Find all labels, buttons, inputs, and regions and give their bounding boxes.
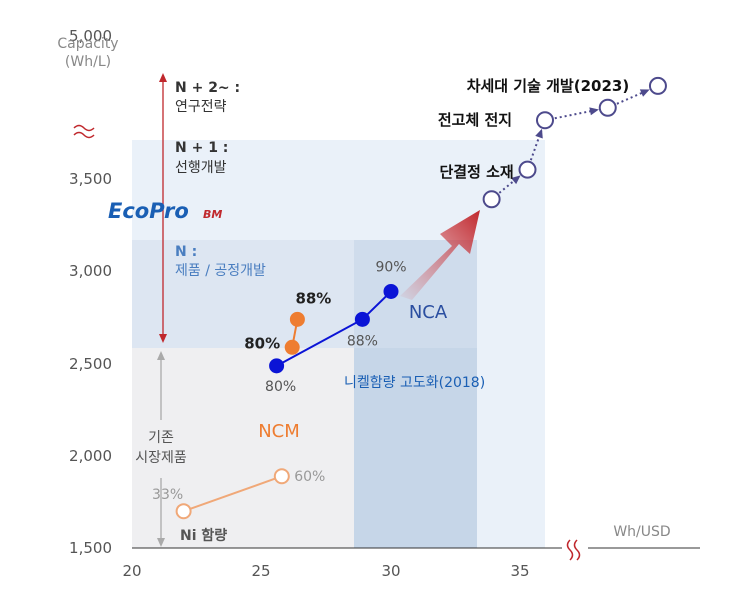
- zone-n2-title: N + 2~ :: [175, 80, 240, 96]
- zone-n1-desc: 선행개발: [175, 160, 227, 176]
- y-axis-title-unit: (Wh/L): [65, 54, 111, 70]
- nca-point-label: 88%: [347, 333, 378, 349]
- axes-layer: 1,5002,0002,5003,0003,5005,0002025303550…: [57, 27, 700, 580]
- x-tick-label: 30: [381, 562, 400, 580]
- future-arrowhead: [639, 89, 650, 97]
- ncm-point: [175, 503, 192, 520]
- future-point: [536, 111, 554, 130]
- y-tick-label: 5,000: [69, 27, 112, 45]
- future-point-label: 차세대 기술 개발(2023): [467, 77, 630, 95]
- zone-n-title: N :: [175, 244, 197, 260]
- nca-point-label: 90%: [375, 259, 406, 275]
- zone-existing: [132, 348, 354, 548]
- ncm-line: [183, 475, 283, 513]
- x-axis-title: Wh/USD: [613, 524, 670, 540]
- labels-layer: N + 2~ : 연구전략 N + 1 : 선행개발 N : 제품 / 공정개발기존시장제…: [108, 73, 480, 547]
- red-arrow-up: [159, 73, 167, 82]
- x-axis-break: [566, 539, 581, 561]
- nca-point: [383, 283, 399, 299]
- future-connector: [616, 89, 649, 105]
- future-point: [482, 190, 501, 209]
- ncm-point: [284, 339, 300, 355]
- nickel-annotation: 니켈함량 고도화(2018): [344, 375, 485, 391]
- grey-arrow-down: [157, 538, 165, 547]
- y-tick-label: 1,500: [69, 539, 112, 557]
- nca-point: [269, 358, 285, 374]
- zone-n-desc: 제품 / 공정개발: [175, 263, 266, 279]
- y-tick-label: 3,000: [69, 262, 112, 280]
- x-tick-label: 35: [510, 562, 529, 580]
- future-point: [518, 160, 537, 179]
- grey-arrow-up: [157, 351, 165, 360]
- x-tick-label: 20: [122, 562, 141, 580]
- y-tick-label: 3,500: [69, 170, 112, 188]
- future-arrowhead: [535, 128, 543, 139]
- timeline: [157, 73, 167, 547]
- y-break-wave: [73, 131, 95, 139]
- ncm-point-label: 60%: [294, 469, 325, 485]
- future-arrowhead: [511, 175, 521, 185]
- zone-n1-title: N + 1 :: [175, 140, 228, 156]
- ncm-point-label: 88%: [295, 289, 331, 307]
- ni-content-label: Ni 함량: [180, 527, 227, 544]
- future-point-label: 단결정 소재: [440, 163, 514, 181]
- nca-point-label: 80%: [265, 379, 296, 395]
- y-axis-break: [73, 124, 95, 139]
- y-break-wave: [73, 124, 95, 132]
- x-tick-label: 25: [251, 562, 270, 580]
- future-connector: [554, 108, 598, 120]
- nca-point: [354, 311, 370, 327]
- future-arrowhead: [589, 107, 599, 116]
- ncm-point: [289, 311, 305, 327]
- ncm-point: [273, 468, 290, 485]
- x-break-wave: [573, 539, 581, 561]
- ncm-point-label: 80%: [244, 334, 280, 352]
- future-point: [648, 76, 667, 95]
- x-break-wave: [566, 539, 574, 561]
- y-axis-title: Capacity: [57, 36, 118, 52]
- zone-n1-lower: [354, 348, 477, 548]
- ncm-series-label: NCM: [258, 421, 300, 442]
- zone-existing-title: 기존: [148, 430, 174, 446]
- trend-arrow: [400, 210, 480, 300]
- y-tick-label: 2,000: [69, 447, 112, 465]
- series-layer: 33% 60% 80% 88% NCM 80% 88% 90% NCA 니켈함량 고도화(2018…: [152, 76, 667, 520]
- nca-series-label: NCA: [409, 302, 448, 323]
- ecopro-logo: EcoPro: [108, 199, 189, 223]
- ncm-point-label: 33%: [152, 487, 183, 503]
- ecopro-logo-sub: BM: [203, 208, 222, 221]
- future-point-label: 전고체 전지: [438, 111, 512, 129]
- zone-existing-desc: 시장제품: [135, 450, 187, 466]
- y-tick-label: 2,500: [69, 355, 112, 373]
- future-point: [598, 98, 617, 117]
- zone-n2-desc: 연구전략: [175, 99, 227, 115]
- red-arrow-down: [159, 334, 167, 343]
